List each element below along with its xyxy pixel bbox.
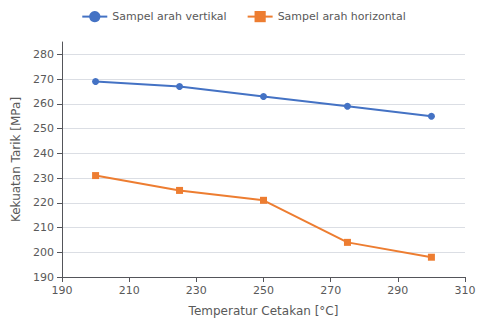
svg-text:250: 250	[33, 122, 54, 135]
svg-text:310: 310	[455, 284, 476, 297]
svg-text:230: 230	[33, 172, 54, 185]
svg-text:260: 260	[33, 97, 54, 110]
svg-text:Kekuatan Tarik [MPa]: Kekuatan Tarik [MPa]	[9, 97, 23, 222]
svg-text:Sampel arah vertikal: Sampel arah vertikal	[112, 10, 226, 23]
svg-text:Sampel arah horizontal: Sampel arah horizontal	[278, 10, 406, 23]
svg-text:190: 190	[52, 284, 73, 297]
svg-text:280: 280	[33, 48, 54, 61]
svg-text:270: 270	[33, 73, 54, 86]
svg-text:210: 210	[33, 221, 54, 234]
svg-text:250: 250	[253, 284, 274, 297]
svg-text:230: 230	[186, 284, 207, 297]
svg-text:Temperatur Cetakan [°C]: Temperatur Cetakan [°C]	[188, 304, 339, 318]
svg-text:210: 210	[119, 284, 140, 297]
svg-text:190: 190	[33, 271, 54, 284]
svg-text:200: 200	[33, 246, 54, 259]
svg-text:290: 290	[387, 284, 408, 297]
svg-text:220: 220	[33, 196, 54, 209]
svg-text:240: 240	[33, 147, 54, 160]
svg-text:270: 270	[320, 284, 341, 297]
